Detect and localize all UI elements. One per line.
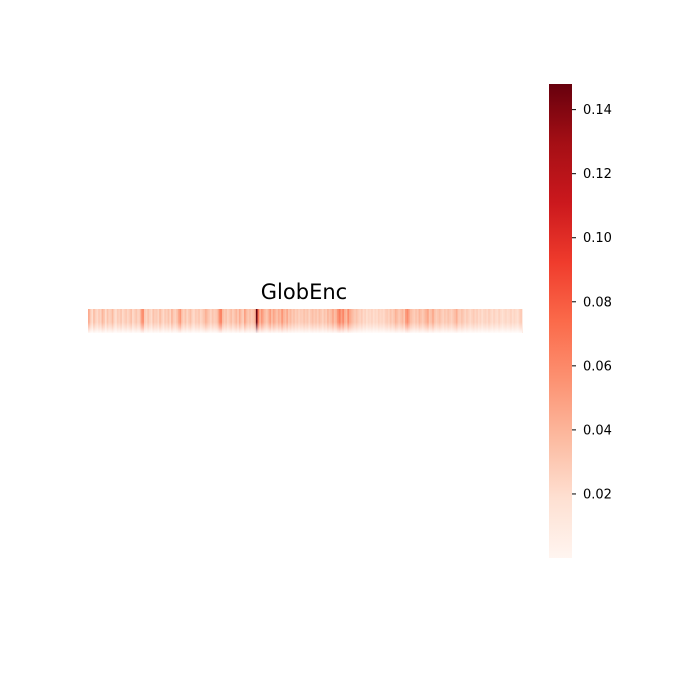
colorbar-tick-label: 0.08 xyxy=(583,295,612,310)
colorbar-tick-label: 0.04 xyxy=(583,423,612,438)
colorbar-tick-label: 0.14 xyxy=(583,103,612,118)
colorbar-tick-label: 0.06 xyxy=(583,359,612,374)
colorbar-ticks: 0.02 0.04 0.06 0.08 0.10 0.12 0.14 xyxy=(572,103,612,502)
colorbar xyxy=(549,84,572,558)
colorbar-tick-label: 0.10 xyxy=(583,231,612,246)
heatmap-row-fade xyxy=(88,309,522,333)
chart-title: GlobEnc xyxy=(261,280,347,304)
colorbar-tick-label: 0.02 xyxy=(583,487,612,502)
colorbar-tick-label: 0.12 xyxy=(583,167,612,182)
